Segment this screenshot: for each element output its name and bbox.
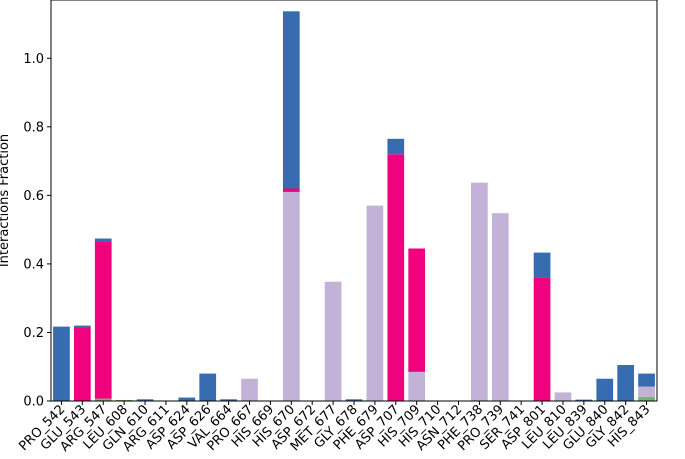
- bar-segment-arg-547-3: [94, 238, 112, 242]
- bar-segment-pro-542-3: [53, 326, 70, 401]
- bar-segment-asp-801-2: [533, 277, 551, 401]
- y-axis-ticks: 0.0 0.2 0.4 0.6 0.8 1.0: [23, 52, 51, 410]
- bar-segment-glu-543-3: [73, 325, 91, 328]
- bar-segment-pro-739-1: [491, 213, 509, 401]
- bar-segment-met-677-1: [324, 281, 342, 401]
- bar-segment-asp-801-3: [533, 252, 551, 278]
- y-axis-label: Interactions Fraction: [0, 134, 12, 267]
- bar-segment-asp-626-3: [199, 373, 217, 401]
- y-tick-label: 0.4: [23, 257, 44, 272]
- bar-segment-his-843-0: [638, 396, 655, 401]
- bar-segment-phe-679-1: [366, 205, 384, 401]
- bar-segment-his-709-2: [408, 248, 426, 372]
- plot-frame: [50, 0, 658, 402]
- bar-segment-leu-810-1: [554, 392, 572, 401]
- bar-segment-gly-678-3: [345, 399, 363, 401]
- bar-segment-leu-608-0: [115, 399, 133, 401]
- x-axis-ticks: PRO_542GLU_543ARG_547LEU_608GLN_610ARG_6…: [16, 401, 653, 455]
- bar-segment-his-670-1: [282, 191, 300, 401]
- bar-segment-glu-840-3: [596, 378, 614, 401]
- bar-segment-glu-543-2: [73, 328, 91, 401]
- bar-segment-his-709-1: [408, 371, 426, 401]
- bar-segment-his-843-3: [638, 373, 655, 387]
- y-tick-label: 0.0: [23, 395, 44, 410]
- bar-segment-his-670-3: [282, 11, 300, 189]
- y-tick-label: 1.0: [23, 52, 44, 67]
- bar-segment-asp-624-3: [178, 397, 196, 401]
- y-tick-label: 0.2: [23, 326, 44, 341]
- bar-segment-his-843-1: [638, 386, 655, 397]
- y-tick-label: 0.8: [23, 120, 44, 135]
- bar-segment-val-664-3: [220, 399, 237, 401]
- bar-segment-pro-667-1: [241, 378, 258, 401]
- bar-segment-phe-738-1: [471, 182, 488, 401]
- y-tick-label: 0.6: [23, 189, 44, 204]
- bar-segment-arg-547-0: [94, 398, 112, 401]
- bar-segment-leu-839-3: [575, 399, 593, 401]
- bar-segment-arg-547-2: [94, 241, 112, 399]
- bar-segment-gly-842-3: [617, 365, 635, 401]
- bar-segment-gln-610-3: [136, 399, 154, 401]
- bar-group: [53, 11, 655, 401]
- bar-segment-asp-707-3: [387, 138, 405, 155]
- bar-segment-asp-707-2: [387, 154, 405, 401]
- bar-segment-his-670-2: [282, 188, 300, 192]
